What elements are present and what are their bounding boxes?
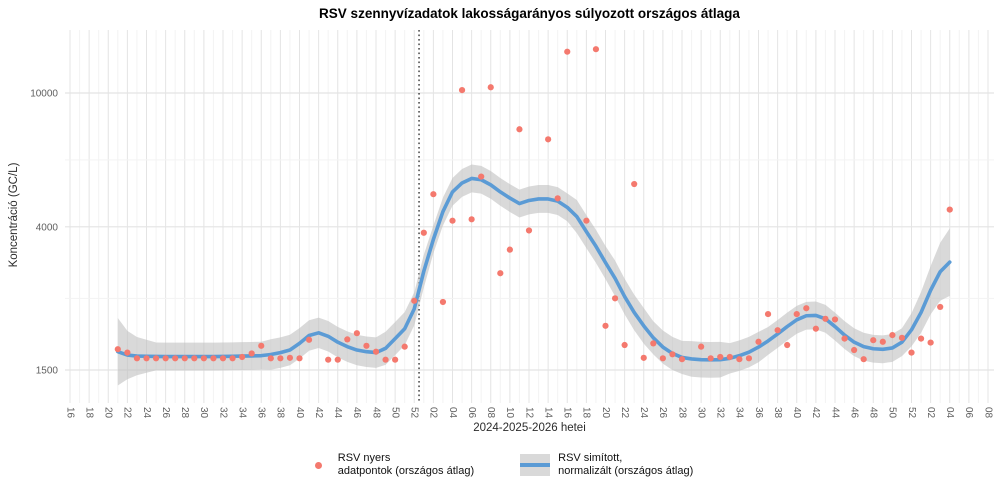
svg-text:46: 46 (848, 407, 859, 419)
smooth-line (116, 176, 952, 362)
svg-text:28: 28 (179, 407, 190, 419)
svg-text:42: 42 (313, 407, 324, 419)
svg-text:38: 38 (772, 407, 783, 419)
svg-text:42: 42 (810, 407, 821, 419)
y-gridlines (65, 92, 994, 371)
svg-text:40: 40 (294, 407, 305, 419)
svg-text:18: 18 (581, 407, 592, 419)
plot-panel: 16 18 20 22 24 26 28 30 32 34 36 38 40 42 44 46 48 50 52 02… (30, 30, 994, 419)
svg-text:02: 02 (428, 407, 439, 419)
svg-text:20: 20 (103, 407, 114, 419)
legend-entry-smooth: RSV simított, normalizált (országos átla… (520, 452, 693, 478)
legend-raw-label: RSV nyers adatpontok (országos átlag) (337, 452, 475, 478)
svg-text:22: 22 (122, 407, 133, 419)
svg-text:02: 02 (925, 407, 936, 419)
chart-title: RSV szennyvízadatok lakosságarányos súly… (319, 6, 740, 21)
svg-text:12: 12 (523, 407, 534, 419)
confidence-ribbon (117, 164, 950, 386)
svg-text:26: 26 (657, 407, 668, 419)
raw-points (114, 46, 953, 363)
svg-text:50: 50 (887, 407, 898, 419)
svg-text:18: 18 (83, 407, 94, 419)
svg-text:06: 06 (466, 407, 477, 419)
svg-text:32: 32 (715, 407, 726, 419)
svg-text:14: 14 (542, 407, 553, 419)
svg-text:52: 52 (409, 407, 420, 419)
svg-text:16: 16 (64, 407, 75, 419)
svg-text:28: 28 (676, 407, 687, 419)
svg-text:44: 44 (332, 407, 343, 419)
svg-text:10: 10 (504, 407, 515, 419)
svg-text:04: 04 (944, 407, 955, 419)
svg-text:34: 34 (734, 407, 745, 419)
svg-text:30: 30 (198, 407, 209, 419)
svg-text:24: 24 (638, 407, 649, 419)
x-tick-labels: 16 18 20 22 24 26 28 30 32 34 36 38 40 42 44 46 48 50 52 02… (64, 407, 993, 419)
svg-text:16: 16 (562, 407, 573, 419)
svg-text:44: 44 (829, 407, 840, 419)
svg-text:4000: 4000 (36, 222, 59, 233)
svg-text:48: 48 (370, 407, 381, 419)
svg-text:22: 22 (619, 407, 630, 419)
svg-text:36: 36 (753, 407, 764, 419)
svg-text:38: 38 (275, 407, 286, 419)
svg-text:32: 32 (217, 407, 228, 419)
svg-text:20: 20 (600, 407, 611, 419)
svg-text:40: 40 (791, 407, 802, 419)
legend-entry-raw: RSV nyers adatpontok (országos átlag) (307, 452, 474, 478)
y-tick-labels: 1500 4000 10000 (30, 89, 58, 377)
raw-points-key-icon (314, 461, 322, 469)
legend-smooth-label: RSV simított, normalizált (országos átla… (558, 452, 694, 478)
svg-text:34: 34 (236, 407, 247, 419)
svg-text:36: 36 (256, 407, 267, 419)
svg-text:1500: 1500 (36, 366, 59, 377)
legend: RSV nyers adatpontok (országos átlag) RS… (0, 452, 1000, 478)
svg-text:46: 46 (351, 407, 362, 419)
svg-text:50: 50 (389, 407, 400, 419)
svg-text:08: 08 (982, 407, 993, 419)
svg-text:48: 48 (868, 407, 879, 419)
svg-text:30: 30 (695, 407, 706, 419)
svg-text:24: 24 (141, 407, 152, 419)
svg-text:52: 52 (906, 407, 917, 419)
svg-text:10000: 10000 (30, 89, 58, 100)
svg-text:04: 04 (447, 407, 458, 419)
svg-text:06: 06 (963, 407, 974, 419)
x-axis-title: 2024-2025-2026 hetei (473, 422, 586, 434)
svg-text:08: 08 (485, 407, 496, 419)
svg-text:26: 26 (160, 407, 171, 419)
smooth-line-key-icon (520, 454, 551, 477)
